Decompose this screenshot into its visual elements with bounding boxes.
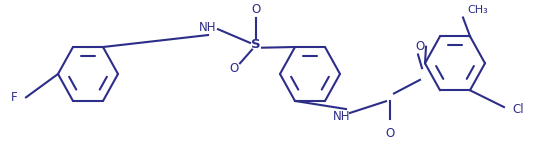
Text: CH₃: CH₃ [467, 5, 488, 15]
Text: Cl: Cl [512, 103, 524, 116]
Text: NH: NH [333, 110, 351, 123]
Text: S: S [251, 38, 261, 51]
Text: F: F [11, 91, 18, 104]
Text: O: O [385, 127, 394, 140]
Text: O: O [229, 62, 239, 75]
Text: O: O [415, 40, 425, 53]
Text: NH: NH [199, 21, 217, 34]
Text: O: O [251, 3, 260, 16]
